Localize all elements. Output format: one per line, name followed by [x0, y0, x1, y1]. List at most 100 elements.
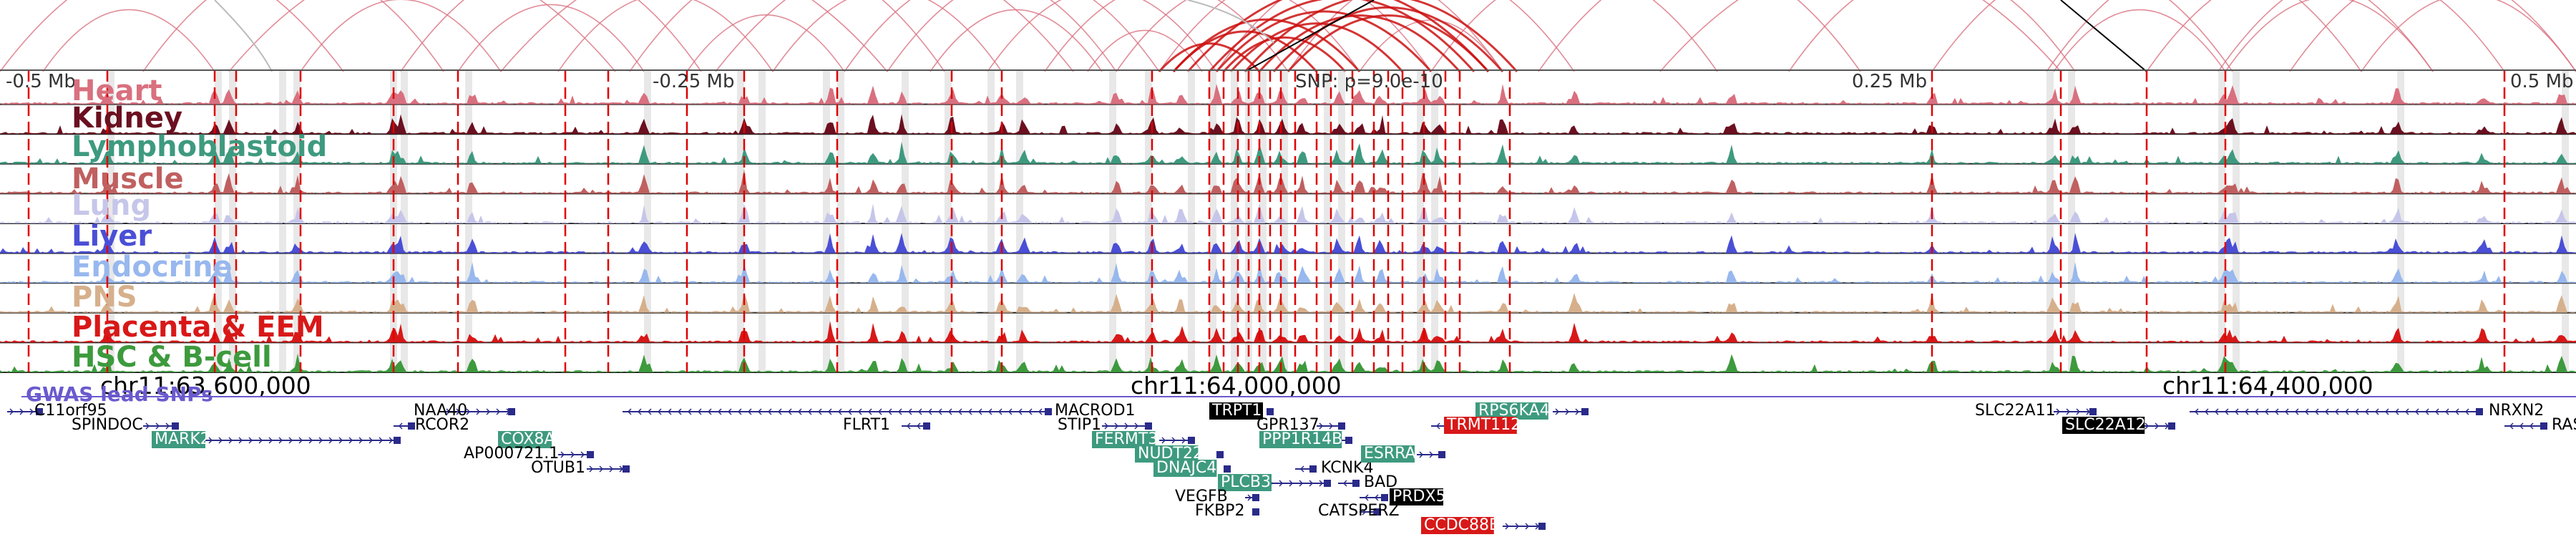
- strand-arrow: [847, 408, 852, 415]
- gene-label: RPS6KA4: [1478, 402, 1550, 420]
- strand-arrow: [1575, 408, 1580, 415]
- gene-slc22a12[interactable]: SLC22A12: [2062, 416, 2175, 434]
- strand-arrow: [2155, 422, 2160, 430]
- strand-arrow: [218, 437, 223, 444]
- gene-label: AP000721.1: [464, 445, 559, 463]
- ruler-tick-minus-0-5: -0.5 Mb: [6, 71, 76, 92]
- loop-arc: [1116, 0, 1360, 72]
- gene-flrt1[interactable]: FLRT1: [843, 416, 930, 434]
- gene-plcb3[interactable]: PLCB3: [1218, 473, 1331, 491]
- gene-macrod1[interactable]: MACROD1: [623, 402, 1136, 420]
- gene-label: NUDT22: [1138, 445, 1203, 463]
- strand-arrow: [877, 408, 882, 415]
- strand-arrow: [916, 422, 921, 430]
- strand-arrow: [369, 437, 374, 444]
- strand-arrow: [1279, 480, 1284, 487]
- gene-stip1[interactable]: STIP1: [1058, 416, 1152, 434]
- strand-arrow: [677, 408, 682, 415]
- gene-label: C11orf95: [34, 402, 107, 420]
- gene-bad[interactable]: BAD: [1338, 473, 1397, 491]
- gene-label: SLC22A12: [2065, 416, 2146, 434]
- gene-rcor2[interactable]: RCOR2: [394, 416, 469, 434]
- strand-arrow: [887, 408, 892, 415]
- highlight-band: [1188, 70, 1195, 372]
- strand-arrow: [2214, 408, 2219, 415]
- gene-spindoc[interactable]: SPINDOC: [72, 416, 179, 434]
- strand-arrow: [2384, 408, 2389, 415]
- strand-arrow: [977, 408, 982, 415]
- gene-exon: [1224, 465, 1231, 473]
- loop-arc: [686, 14, 845, 72]
- strand-arrow: [278, 437, 283, 444]
- strand-arrow: [570, 451, 575, 458]
- strand-arrow: [1419, 451, 1424, 458]
- snp-pvalue-label: SNP: p=9.0e-10: [1295, 71, 1443, 92]
- gene-slc22a11[interactable]: SLC22A11: [1975, 402, 2097, 420]
- gene-naa40[interactable]: NAA40: [414, 402, 515, 420]
- gene-c11orf95[interactable]: C11orf95: [7, 402, 107, 420]
- gene-catsperz[interactable]: CATSPERZ: [1318, 502, 1400, 520]
- strand-arrow: [580, 451, 585, 458]
- strand-arrow: [757, 408, 762, 415]
- strand-arrow: [1171, 437, 1176, 444]
- strand-arrow: [1299, 480, 1304, 487]
- gene-dnajc4[interactable]: DNAJC4: [1153, 459, 1231, 477]
- strand-arrow: [2304, 408, 2309, 415]
- loop-arc-strong: [1258, 14, 1461, 72]
- strand-arrow: [238, 437, 243, 444]
- black-loop-line: [2060, 0, 2147, 72]
- strand-arrow: [358, 437, 364, 444]
- gene-exon: [1345, 437, 1352, 444]
- gene-label: FLRT1: [843, 416, 890, 434]
- gene-cox8a[interactable]: COX8A: [498, 430, 555, 448]
- gene-ras[interactable]: RAS: [2504, 416, 2576, 434]
- gene-vegfb[interactable]: VEGFB: [1175, 488, 1259, 505]
- gene-label: GPR137: [1257, 416, 1319, 434]
- strand-arrow: [637, 408, 642, 415]
- strand-arrow: [957, 408, 962, 415]
- strand-arrow: [496, 408, 501, 415]
- strand-arrow: [145, 422, 150, 430]
- gene-trpt1[interactable]: TRPT1: [1209, 402, 1274, 420]
- gene-label: BAD: [1364, 473, 1397, 491]
- highlight-band: [837, 70, 844, 372]
- strand-arrow: [927, 408, 932, 415]
- gene-kcnk4[interactable]: KCNK4: [1295, 459, 1373, 477]
- gene-otub1[interactable]: OTUB1: [531, 459, 630, 477]
- strand-arrow: [906, 422, 911, 430]
- gene-nrxn2[interactable]: NRXN2: [2190, 402, 2544, 420]
- strand-arrow: [1515, 523, 1520, 530]
- coordinate-axis: chr11:63,600,000 chr11:64,000,000 chr11:…: [21, 372, 2576, 406]
- gene-exon: [2476, 408, 2483, 415]
- strand-arrow: [589, 465, 594, 473]
- coordinate-64000000: chr11:64,000,000: [1131, 372, 1342, 400]
- strand-arrow: [2254, 408, 2259, 415]
- gene-exon: [1338, 422, 1345, 430]
- strand-arrow: [2194, 408, 2199, 415]
- gene-esrra[interactable]: ESRRA: [1361, 445, 1445, 463]
- strand-arrow: [2284, 408, 2289, 415]
- strand-arrow: [1161, 437, 1166, 444]
- gene-fkbp2[interactable]: FKBP2: [1195, 502, 1259, 520]
- loop-arc-gray: [214, 0, 273, 72]
- gene-exon: [1581, 408, 1589, 415]
- loop-arc: [300, 0, 502, 72]
- gene-mark2[interactable]: MARK2: [152, 430, 401, 448]
- gene-gpr137[interactable]: GPR137: [1257, 416, 1345, 434]
- strand-arrow: [2294, 408, 2299, 415]
- gene-prdx5[interactable]: PRDX5: [1360, 488, 1446, 505]
- gene-trmt112[interactable]: TRMT112: [1431, 416, 1521, 434]
- strand-arrow: [937, 408, 942, 415]
- gene-ccdc88b[interactable]: CCDC88B: [1421, 516, 1546, 534]
- gene-ap000721.1[interactable]: AP000721.1: [464, 445, 594, 463]
- strand-arrow: [389, 437, 394, 444]
- track-label-placenta-eem: Placenta & EEM: [72, 311, 324, 344]
- gene-label: CCDC88B: [1424, 516, 1500, 534]
- strand-arrow: [1114, 422, 1119, 430]
- gene-fermt3[interactable]: FERMT3: [1092, 430, 1195, 448]
- strand-arrow: [2444, 408, 2449, 415]
- gene-ppp1r14b[interactable]: PPP1R14B: [1259, 430, 1352, 448]
- track-heart: [0, 84, 2576, 105]
- strand-arrow: [486, 408, 491, 415]
